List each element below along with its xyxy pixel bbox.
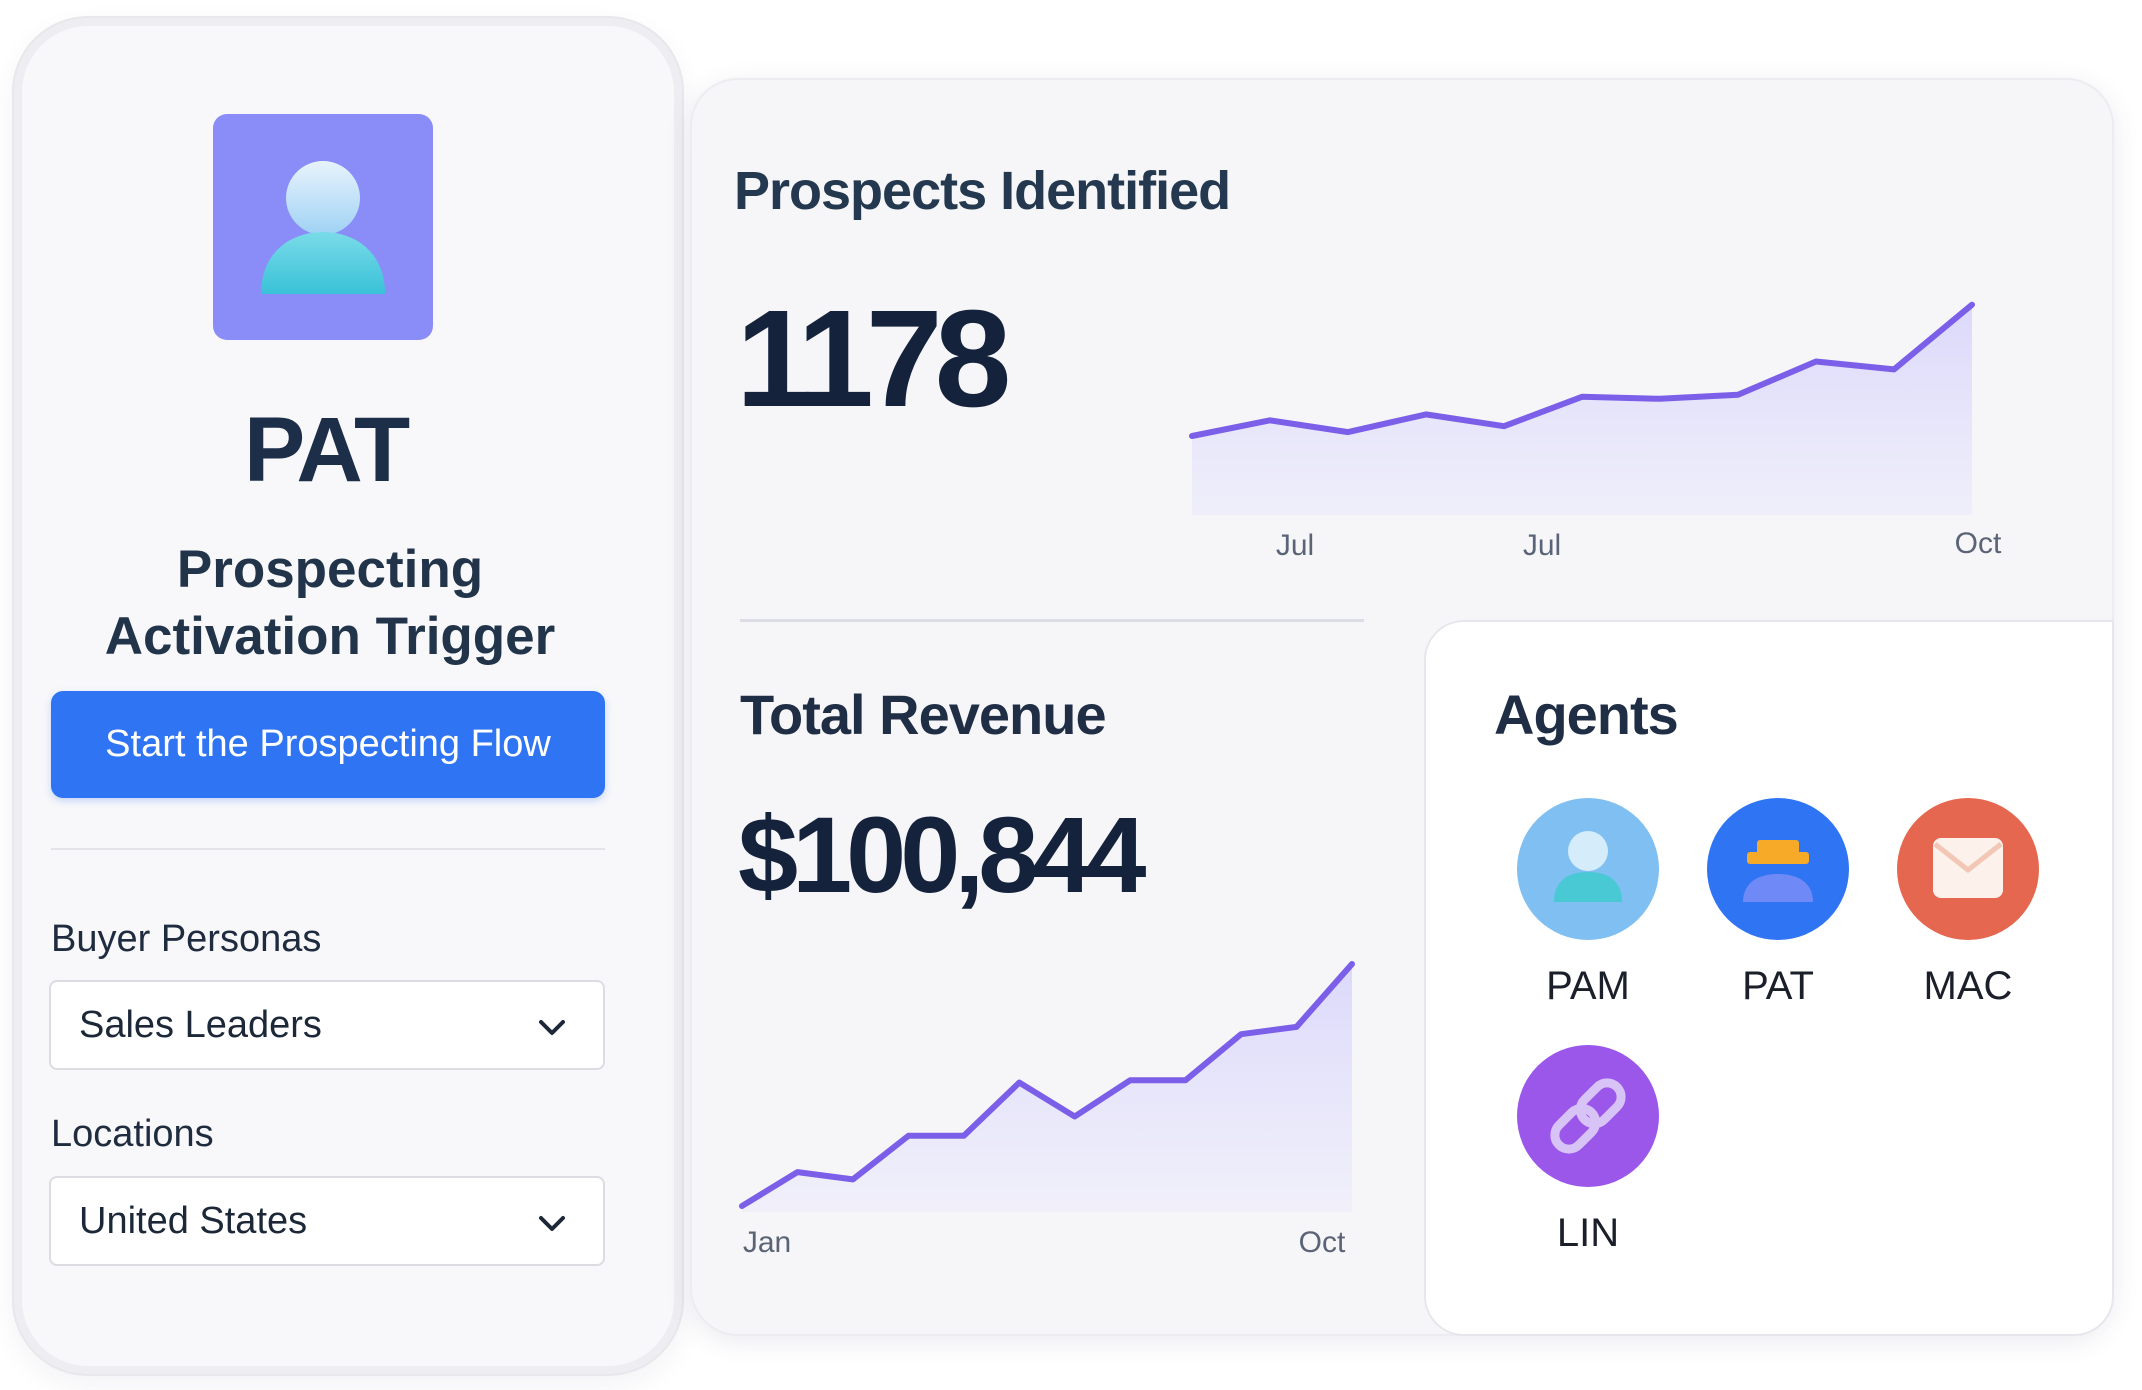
agent-pat[interactable]: PAT [1703,798,1853,1009]
agent-title: PAT [243,399,410,501]
locations-select[interactable]: United States [49,1176,605,1266]
prospects-title: Prospects Identified [734,161,1231,221]
locations-value: United States [79,1199,308,1242]
prospects-chart: Jul Jul Oct [1189,301,2002,562]
revenue-value: $100,844 [738,794,1146,915]
agent-lin[interactable]: LIN [1513,1045,1663,1256]
prospects-area [1192,304,1972,515]
start-prospecting-flow-button[interactable]: Start the Prospecting Flow [51,691,605,798]
agent-mac[interactable]: MAC [1893,798,2043,1009]
agent-name: PAM [1546,964,1630,1008]
chevron-down-icon [539,1020,565,1035]
revenue-title: Total Revenue [740,683,1107,746]
buyer-personas-select[interactable]: Sales Leaders [49,980,605,1070]
agent-name: PAT [1742,964,1814,1008]
buyer-personas-label: Buyer Personas [51,918,322,960]
agent-pam[interactable]: PAM [1513,798,1663,1009]
user-icon [1554,831,1622,902]
prospects-line [1189,301,1975,439]
prospects-tick-label: Oct [1955,527,2002,560]
revenue-tick-label: Oct [1299,1226,1346,1259]
revenue-tick-label: Jan [743,1226,791,1259]
section-divider [740,619,1364,622]
user-icon [261,161,385,294]
link-icon [1550,1078,1626,1154]
chevron-down-icon [539,1216,565,1231]
mail-icon [1933,838,2003,898]
agent-name: LIN [1556,1211,1620,1255]
agent-avatar [1707,798,1849,940]
prospects-value: 1178 [736,282,1011,436]
agents-title: Agents [1494,683,1679,746]
prospects-tick-label: Jul [1276,529,1314,562]
hat-user-icon [1743,840,1813,902]
avatar-tile [213,114,433,340]
agent-name: MAC [1923,964,2013,1008]
agent-avatar [1517,798,1659,940]
agents-card [1424,620,2114,1336]
agent-subtitle: Prospecting Activation Trigger [104,540,556,666]
buyer-personas-value: Sales Leaders [79,1003,322,1046]
revenue-line [739,961,1355,1209]
locations-label: Locations [51,1113,214,1155]
prospects-tick-label: Jul [1523,529,1561,562]
revenue-chart: Jan Oct [739,961,1355,1259]
divider [51,848,605,850]
agent-avatar [1517,1045,1659,1187]
agent-avatar [1897,798,2039,940]
